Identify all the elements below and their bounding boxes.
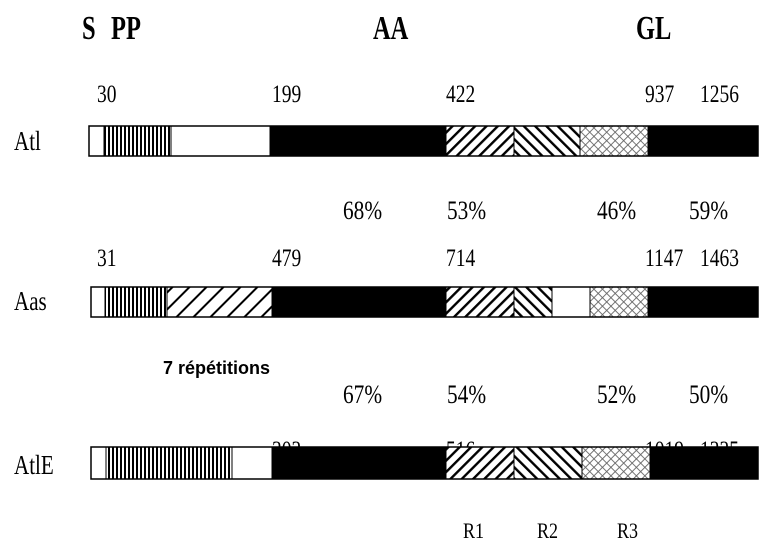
header-gl: GL <box>636 10 672 47</box>
aas-bar-outline <box>90 286 759 318</box>
identity-gl-1: 59% <box>689 196 729 225</box>
protein-label-aas: Aas <box>14 286 47 316</box>
identity-aa-1: 68% <box>343 196 383 225</box>
identity-aa-2: 67% <box>343 380 383 409</box>
atl-segment-r3-6 <box>579 125 649 157</box>
atle-segment-r3-6 <box>581 446 651 480</box>
identity-r3-2: 52% <box>597 380 637 409</box>
repeat-label-r1: R1 <box>463 518 485 543</box>
atle-segment-gl-7 <box>649 446 759 480</box>
repeats-note: 7 répétitions <box>163 358 271 378</box>
aas-pos-714: 714 <box>446 245 476 272</box>
atl-segment-r1-4 <box>445 125 515 157</box>
atle-segment-aa-3 <box>271 446 447 480</box>
aas-segment-aa-3 <box>271 286 447 318</box>
repeat-label-r3: R3 <box>617 518 639 543</box>
atl-segment-pp-1 <box>103 125 172 157</box>
aas-segment-pp-2 <box>166 286 273 318</box>
atl-bar-outline <box>88 125 759 157</box>
identity-gl-2: 50% <box>689 380 729 409</box>
atl-pos-199: 199 <box>272 81 302 108</box>
aas-pos-479: 479 <box>272 245 302 272</box>
atl-segment-gl-7 <box>647 125 759 157</box>
header-pp: PP <box>111 10 141 47</box>
identity-r3-1: 46% <box>597 196 637 225</box>
atle-segment-r1-4 <box>445 446 515 480</box>
header-aa: AA <box>373 10 409 47</box>
atl-pos-937: 937 <box>645 81 675 108</box>
atle-segment-r2-5 <box>513 446 583 480</box>
aas-pos-1463: 1463 <box>700 245 739 272</box>
atl-segment-pp-2 <box>170 125 271 157</box>
aas-segment-r1-4 <box>445 286 515 318</box>
identity-r-1: 53% <box>447 196 487 225</box>
repeat-label-r2: R2 <box>537 518 559 543</box>
protein-label-atl: Atl <box>14 126 41 156</box>
atle-segment-pp-2 <box>231 446 273 480</box>
header-s: S <box>82 10 96 47</box>
atle-bar-outline <box>90 446 759 480</box>
aas-segment-gl-8 <box>647 286 759 318</box>
atle-segment-pp-1 <box>105 446 233 480</box>
aas-segment-s-0 <box>90 286 106 318</box>
atl-pos-1256: 1256 <box>700 81 739 108</box>
aas-segment-gap-6 <box>551 286 591 318</box>
aas-segment-r3-7 <box>589 286 649 318</box>
aas-segment-pp-1 <box>104 286 168 318</box>
aas-segment-r2-5 <box>513 286 553 318</box>
atl-segment-s-0 <box>88 125 105 157</box>
atl-pos-422: 422 <box>446 81 476 108</box>
atle-segment-s-0 <box>90 446 107 480</box>
aas-pos-1147: 1147 <box>645 245 684 272</box>
atl-segment-aa-3 <box>269 125 447 157</box>
atl-pos-30: 30 <box>97 81 117 108</box>
protein-label-atle: AtlE <box>14 450 54 480</box>
identity-r-2: 54% <box>447 380 487 409</box>
atl-segment-r2-5 <box>513 125 581 157</box>
aas-pos-31: 31 <box>97 245 117 272</box>
